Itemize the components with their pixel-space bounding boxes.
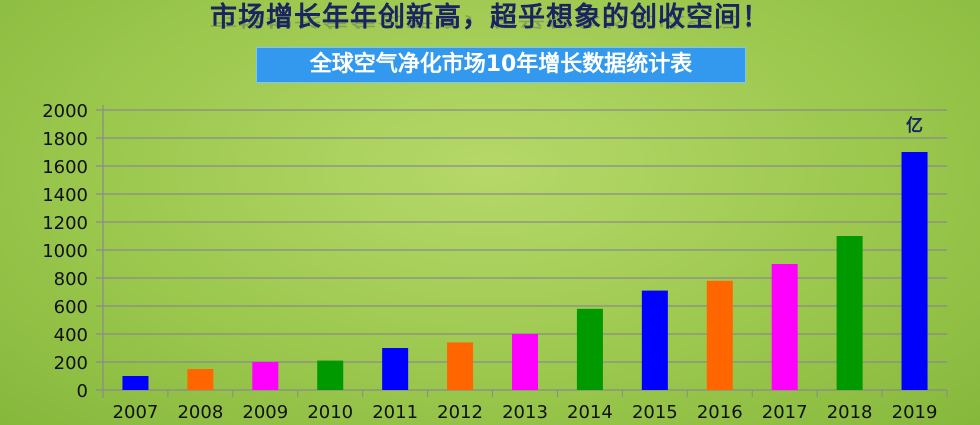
- bar-2008: [187, 369, 214, 390]
- bar-2014: [576, 308, 603, 390]
- y-tick-label: 800: [54, 269, 88, 290]
- x-tick-label: 2009: [242, 402, 288, 423]
- x-tick-label: 2012: [437, 402, 483, 423]
- bar-2010: [317, 360, 344, 390]
- bar-2019: [901, 152, 928, 390]
- bar-2011: [382, 348, 409, 390]
- x-tick-label: 2010: [307, 402, 353, 423]
- x-tick-label: 2011: [372, 402, 418, 423]
- x-tick-label: 2016: [697, 402, 743, 423]
- y-tick-label: 1600: [42, 157, 88, 178]
- bar-2018: [836, 236, 863, 390]
- x-tick-label: 2007: [113, 402, 159, 423]
- x-tick-label: 2015: [632, 402, 678, 423]
- y-tick-label: 200: [54, 353, 88, 374]
- unit-label: 亿: [906, 115, 923, 136]
- x-tick-label: 2008: [177, 402, 223, 423]
- y-tick-label: 0: [77, 381, 88, 402]
- bar-2015: [641, 290, 668, 390]
- bar-2016: [706, 280, 733, 390]
- bar-2013: [512, 334, 538, 390]
- y-tick-label: 400: [54, 325, 88, 346]
- y-tick-label: 2000: [42, 101, 88, 122]
- y-tick-label: 600: [54, 297, 88, 318]
- y-tick-label: 1000: [42, 241, 88, 262]
- x-tick-label: 2014: [567, 402, 613, 423]
- x-tick-label: 2019: [892, 402, 938, 423]
- y-tick-label: 1400: [42, 185, 88, 206]
- bar-2012: [447, 342, 474, 390]
- y-tick-label: 1200: [42, 213, 88, 234]
- bar-2017: [771, 264, 798, 390]
- bar-2009: [252, 362, 279, 390]
- chart-title: 全球空气净化市场10年增长数据统计表: [256, 47, 746, 83]
- bar-2007: [122, 376, 149, 390]
- x-tick-label: 2013: [502, 402, 548, 423]
- y-tick-label: 1800: [42, 129, 88, 150]
- headline: 市场增长年年创新高，超乎想象的创收空间！: [210, 2, 770, 33]
- x-tick-label: 2018: [827, 402, 873, 423]
- x-tick-label: 2017: [762, 402, 808, 423]
